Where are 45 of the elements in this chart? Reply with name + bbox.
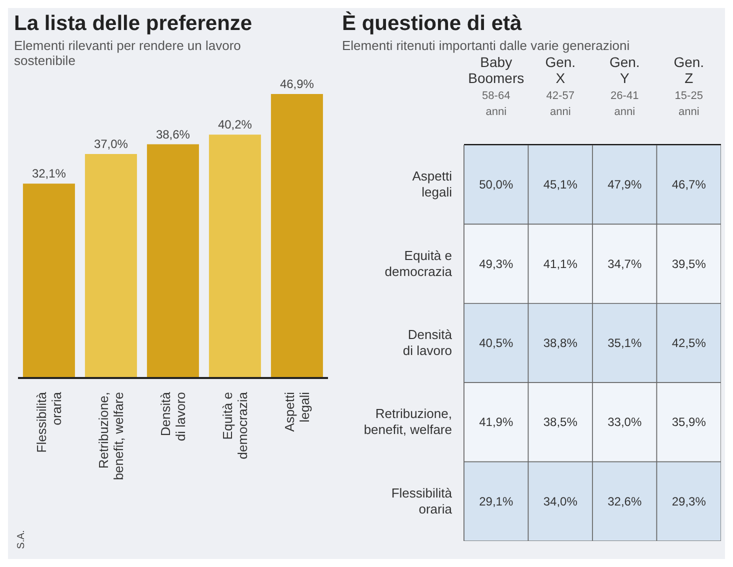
x-tick-label: Gen. Y 26-41 anni — [609, 54, 640, 118]
data-label: 29,1% — [479, 494, 514, 508]
data-label: 40,2% — [218, 118, 252, 132]
bar — [208, 134, 261, 378]
text: S.A. — [16, 530, 27, 549]
data-label: 45,1% — [543, 178, 578, 192]
y-tick-label: Equità e democrazia — [384, 248, 453, 279]
bar — [84, 154, 137, 378]
data-label: 50,0% — [479, 178, 514, 192]
chart-subtitle: Elementi rilevanti per rendere un lavoro sostenibile — [14, 38, 242, 68]
bar — [22, 184, 75, 378]
chart-title: La lista delle preferenze — [14, 12, 254, 36]
data-label: 41,1% — [543, 256, 578, 271]
x-tick-label: Gen. X 42-57 anni — [545, 54, 576, 118]
data-label: 39,5% — [672, 256, 706, 271]
data-label: 34,7% — [608, 256, 642, 271]
data-label: 46,7% — [672, 178, 706, 192]
data-label: 37,0% — [94, 136, 128, 151]
bar — [270, 94, 323, 378]
chart-subtitle: Elementi ritenuti importanti dalle varie generazioni — [342, 38, 631, 53]
chart-title: È questione di età — [342, 12, 523, 36]
data-label: 47,9% — [608, 178, 642, 192]
data-label: 32,1% — [32, 166, 66, 181]
x-tick-label: Gen. Z 15-25 anni — [674, 54, 704, 118]
data-label: 41,9% — [479, 415, 514, 430]
data-label: 34,0% — [543, 494, 578, 508]
data-label: 29,3% — [672, 494, 706, 508]
data-label: 38,5% — [543, 415, 578, 430]
y-tick-label: Densità di lavoro — [402, 327, 453, 358]
data-label: 32,6% — [608, 494, 642, 508]
x-tick-label: Flessibilità oraria — [34, 391, 64, 453]
data-label: 40,5% — [479, 336, 514, 350]
data-label: 33,0% — [608, 415, 642, 430]
data-label: 38,6% — [156, 127, 190, 142]
data-label: 49,3% — [479, 256, 514, 271]
data-label: 35,9% — [672, 415, 706, 430]
data-label: 38,8% — [543, 336, 578, 350]
y-tick-label: Aspetti legali — [412, 168, 452, 200]
data-label: 42,5% — [672, 336, 706, 350]
bar — [146, 144, 199, 378]
y-tick-label: Flessibilità oraria — [391, 485, 453, 516]
data-label: 46,9% — [280, 77, 314, 91]
data-label: 35,1% — [608, 336, 642, 350]
x-tick-label: Baby Boomers 58-64 anni — [468, 54, 524, 118]
x-tick-label: Aspetti legali — [282, 392, 312, 432]
